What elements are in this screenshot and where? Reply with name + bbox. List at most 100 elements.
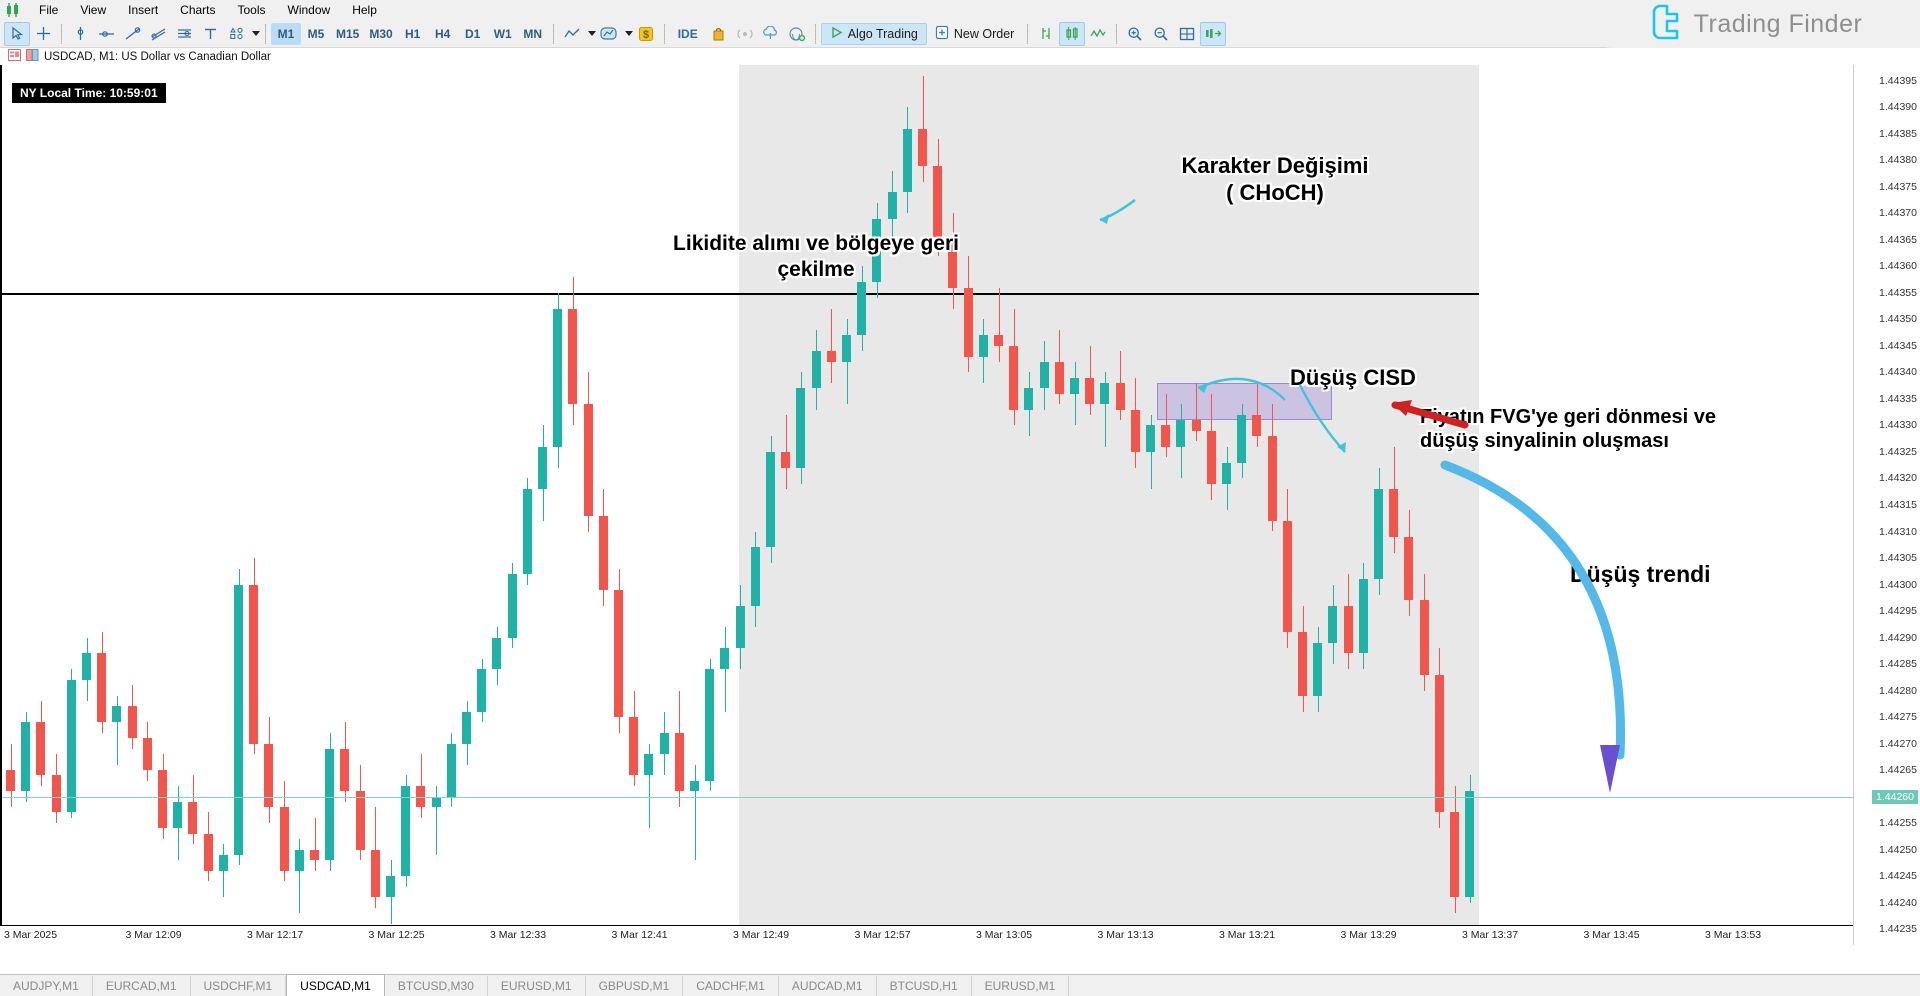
- menu-item-window[interactable]: Window: [287, 3, 331, 17]
- trendline-icon[interactable]: [119, 22, 145, 46]
- algo-trading-label: Algo Trading: [847, 26, 918, 41]
- candle-body: [1054, 361, 1064, 394]
- new-order-button[interactable]: New Order: [927, 23, 1022, 45]
- candle-body: [690, 780, 699, 792]
- symbol-tab[interactable]: AUDJPY,M1: [0, 976, 93, 996]
- menu-item-help[interactable]: Help: [352, 3, 377, 17]
- fibonacci-icon[interactable]: [171, 22, 197, 46]
- timeframe-mn[interactable]: MN: [523, 26, 543, 41]
- candle-body: [766, 451, 775, 548]
- candle-body: [644, 754, 654, 776]
- candle-body: [705, 669, 715, 781]
- candle-body: [142, 738, 152, 771]
- zoom-out-icon[interactable]: [1148, 22, 1174, 46]
- ide-button[interactable]: IDE: [670, 23, 706, 45]
- market-bag-icon[interactable]: [706, 22, 732, 46]
- symbol-tab[interactable]: EURUSD,M1: [972, 976, 1070, 996]
- menu-bar: File View Insert Charts Tools Window Hel…: [0, 0, 1920, 20]
- candle-body: [264, 743, 274, 808]
- candle-body: [750, 547, 760, 606]
- timeframe-h1[interactable]: H1: [405, 26, 421, 41]
- candle-body: [1343, 605, 1353, 654]
- chart-area[interactable]: NY Local Time: 10:59:01 Likidite alımı v…: [0, 65, 1920, 977]
- zoom-in-icon[interactable]: [1122, 22, 1148, 46]
- chart-type-dropdown-caret-icon[interactable]: [587, 31, 596, 36]
- horizontal-line-icon[interactable]: [93, 22, 119, 46]
- channel-icon[interactable]: [145, 22, 171, 46]
- chart-plot[interactable]: [0, 65, 1853, 945]
- candlestick-chart-icon[interactable]: [1059, 21, 1086, 46]
- candle-body: [963, 287, 973, 357]
- algo-trading-button[interactable]: Algo Trading: [820, 22, 927, 45]
- candle-body: [249, 584, 259, 744]
- timeframe-m5[interactable]: M5: [307, 26, 325, 41]
- symbol-tab[interactable]: USDCHF,M1: [191, 976, 287, 996]
- cloud-icon[interactable]: [758, 22, 784, 46]
- symbol-tab[interactable]: CADCHF,M1: [683, 976, 779, 996]
- candle-body: [158, 770, 167, 829]
- crosshair-icon[interactable]: [30, 22, 56, 46]
- price-axis[interactable]: 1.44395 1.44390 1.44385 1.44380 1.44375 1.443…: [1853, 65, 1920, 945]
- time-tick: 3 Mar 13:21: [1219, 929, 1276, 941]
- menu-item-view[interactable]: View: [80, 3, 107, 17]
- symbol-tab[interactable]: USDCAD,M1: [286, 974, 385, 996]
- candle-body: [659, 732, 669, 755]
- candle-wick: [694, 764, 696, 861]
- candle-body: [1358, 579, 1368, 654]
- line-chart-icon[interactable]: [559, 22, 585, 46]
- currency-icon[interactable]: $: [633, 22, 659, 46]
- price-tick: 1.44255: [1879, 817, 1917, 830]
- candle-body: [21, 722, 31, 792]
- time-tick: 3 Mar 2025: [4, 929, 58, 941]
- bid-price-line: [2, 796, 1853, 798]
- vps-icon[interactable]: [784, 22, 810, 46]
- candle-body: [203, 833, 213, 871]
- price-tick: 1.44360: [1879, 260, 1917, 273]
- candle-body: [294, 849, 304, 871]
- shapes-icon[interactable]: [223, 22, 249, 46]
- symbol-tab[interactable]: EURUSD,M1: [488, 976, 586, 996]
- menu-item-insert[interactable]: Insert: [128, 3, 159, 17]
- candle-wick: [223, 844, 225, 898]
- auto-scroll-icon[interactable]: [1200, 21, 1227, 46]
- signals-icon[interactable]: [732, 22, 758, 46]
- fvg-return-note: Fiyatın FVG'ye geri dönmesi ve düşüş sin…: [1420, 406, 1716, 453]
- menu-item-charts[interactable]: Charts: [180, 3, 216, 17]
- candle-body: [1070, 377, 1079, 394]
- menu-item-file[interactable]: File: [39, 3, 59, 17]
- time-tick: 3 Mar 12:33: [490, 929, 547, 941]
- line-chart-mode-icon[interactable]: [1085, 22, 1111, 46]
- symbol-tab[interactable]: BTCUSD,M30: [385, 976, 488, 996]
- shapes-dropdown-caret-icon[interactable]: [252, 31, 260, 36]
- timeframe-d1[interactable]: D1: [465, 26, 481, 41]
- bar-chart-icon[interactable]: [1033, 22, 1059, 46]
- cursor-icon[interactable]: [4, 21, 30, 46]
- text-icon[interactable]: [197, 22, 223, 46]
- symbol-tab[interactable]: BTCUSD,H1: [877, 976, 972, 996]
- symbol-tab[interactable]: EURCAD,M1: [93, 976, 191, 996]
- candle-wick: [724, 626, 726, 712]
- timeframe-m15[interactable]: M15: [336, 26, 360, 41]
- vertical-line-icon[interactable]: [67, 22, 93, 46]
- symbol-tab-bar[interactable]: AUDJPY,M1 EURCAD,M1 USDCHF,M1 USDCAD,M1 BTCU…: [0, 974, 1920, 996]
- timeframe-h4[interactable]: H4: [435, 26, 451, 41]
- menu-item-tools[interactable]: Tools: [237, 3, 266, 17]
- candle-body: [36, 722, 46, 776]
- indicators-icon[interactable]: [596, 22, 622, 46]
- timeframe-m1[interactable]: M1: [271, 22, 301, 45]
- timeframe-w1[interactable]: W1: [493, 26, 512, 41]
- candle-body: [416, 785, 426, 808]
- candle-body: [948, 239, 958, 288]
- indicators-dropdown-caret-icon[interactable]: [624, 31, 633, 36]
- price-tick: 1.44240: [1879, 896, 1917, 909]
- price-tick: 1.44315: [1879, 499, 1917, 511]
- timeframe-m30[interactable]: M30: [369, 26, 393, 41]
- candle-body: [446, 743, 456, 797]
- brand-name: Trading Finder: [1693, 9, 1863, 38]
- price-tick: 1.44390: [1879, 101, 1917, 114]
- liquidity-sweep-note: Likidite alımı ve bölgeye geri çekilme: [673, 232, 959, 281]
- symbol-tab[interactable]: GBPUSD,M1: [586, 976, 684, 996]
- grid-icon[interactable]: [1174, 22, 1200, 46]
- price-tick: 1.44345: [1879, 339, 1917, 352]
- symbol-tab[interactable]: AUDCAD,M1: [779, 976, 877, 996]
